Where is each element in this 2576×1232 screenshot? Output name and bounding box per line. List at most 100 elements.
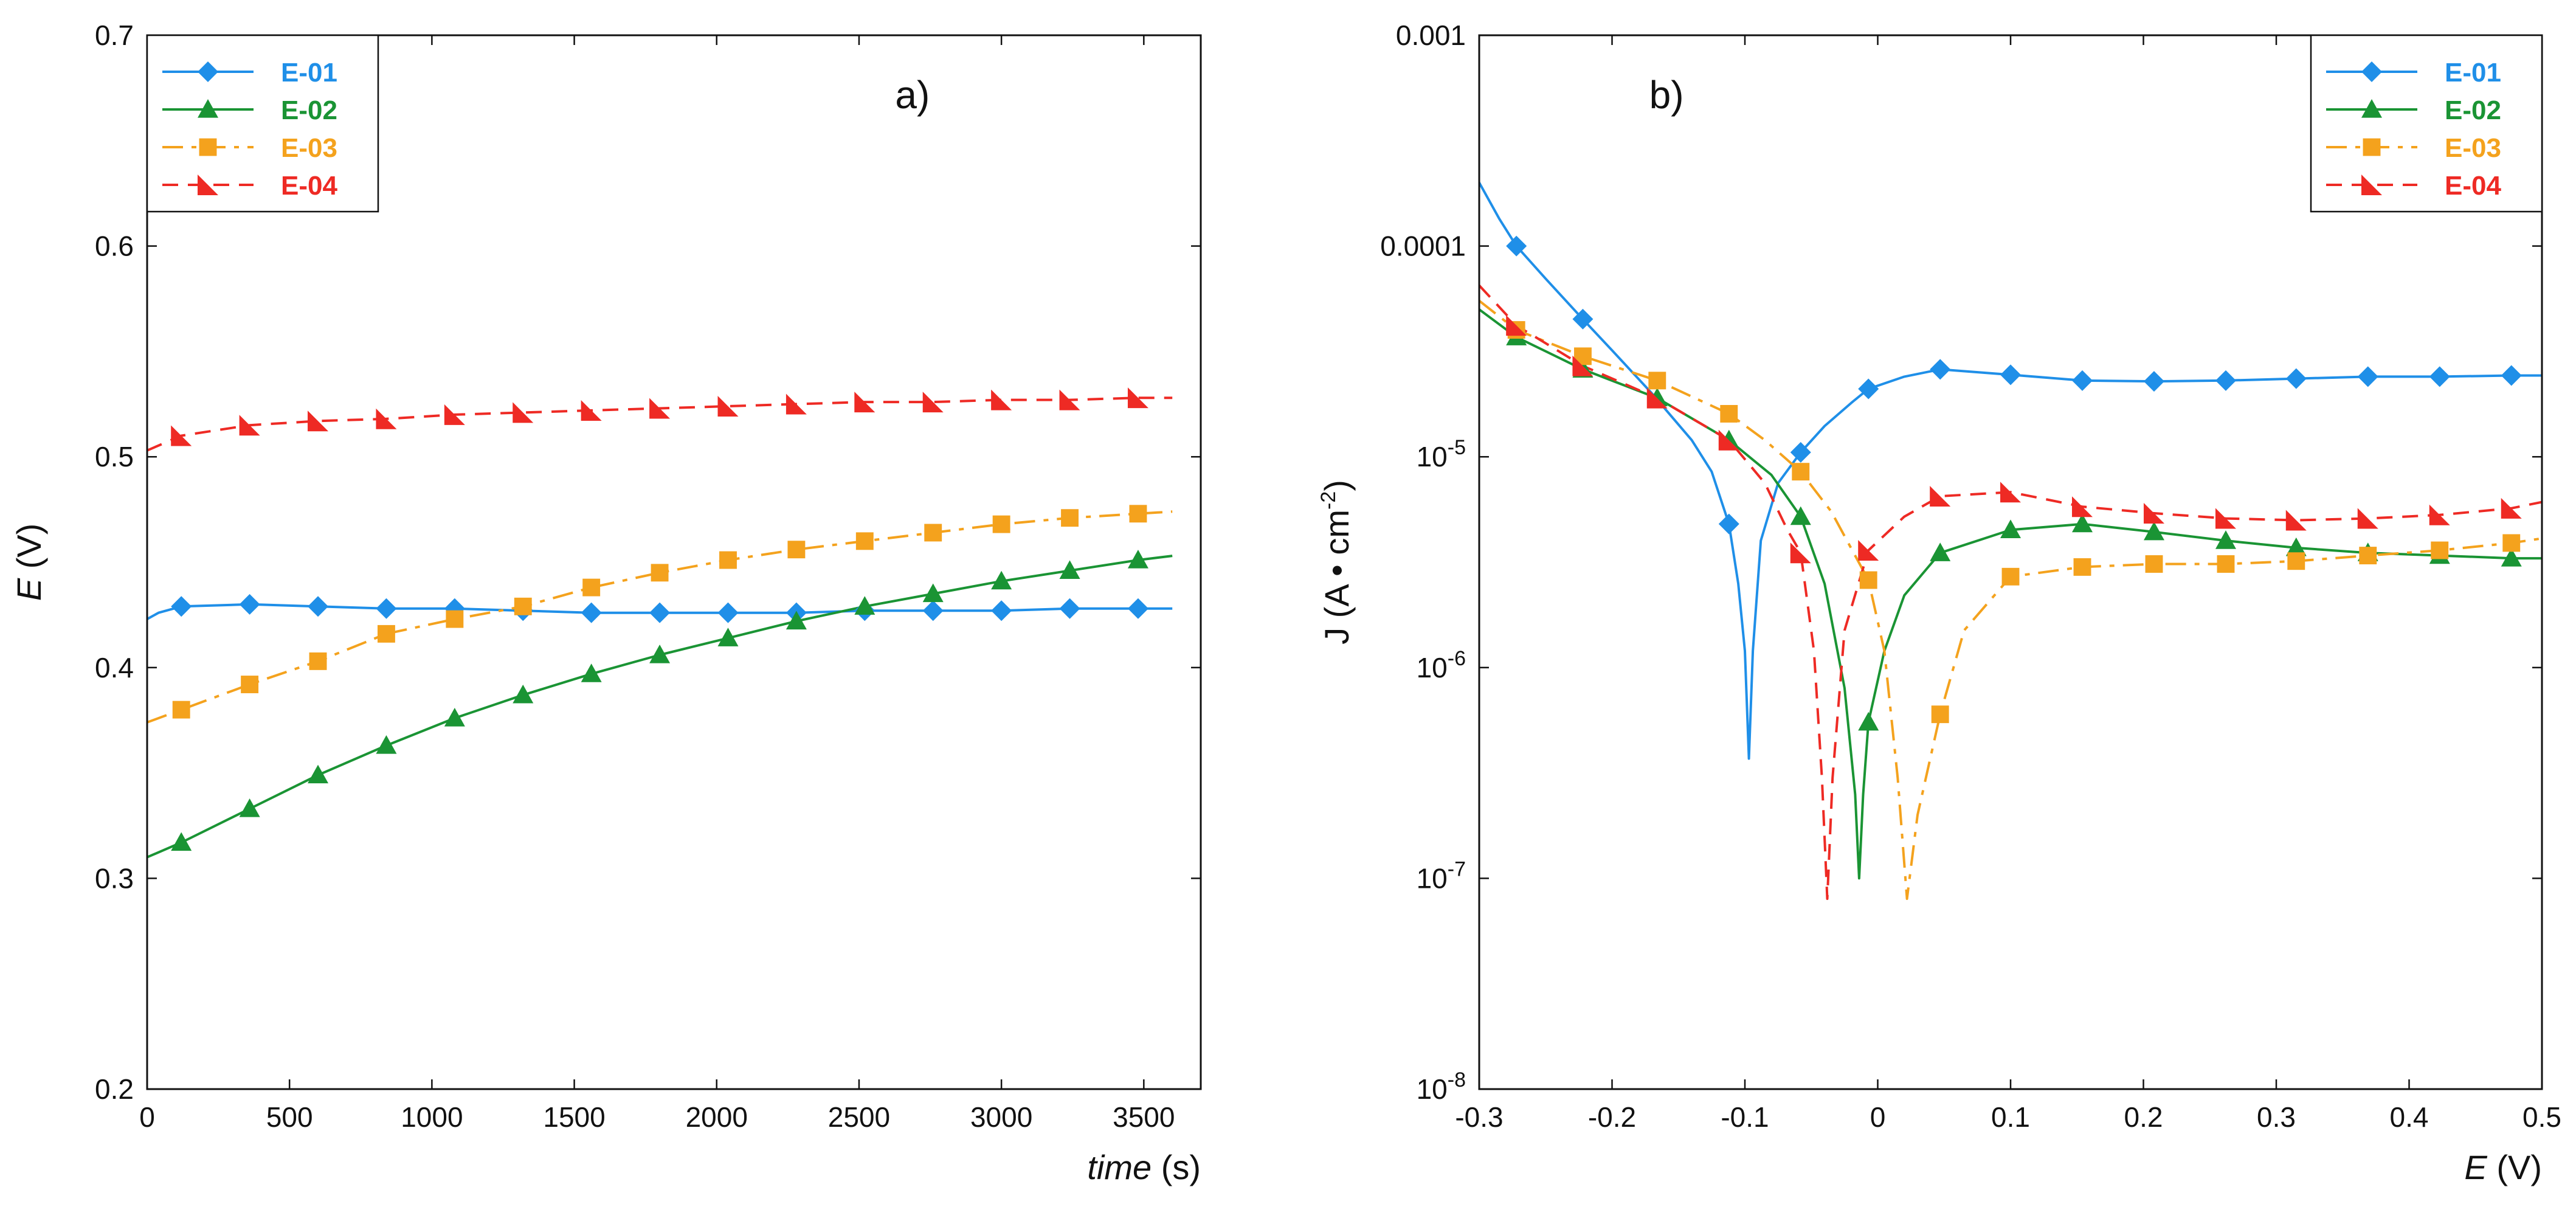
plot-frame	[1478, 34, 2543, 1090]
marker-e-03	[2217, 555, 2235, 573]
marker-e-04	[1790, 542, 1811, 564]
y-tick-label: 10-6	[1417, 647, 1466, 683]
marker-e-03	[2287, 552, 2305, 570]
marker-e-04	[171, 425, 192, 446]
marker-e-02	[2000, 519, 2021, 538]
x-tick-label: 2500	[828, 1101, 890, 1133]
x-tick-label: 500	[266, 1101, 313, 1133]
y-tick-label: 0.001	[1396, 19, 1466, 51]
y-axis-unit: (V)	[10, 524, 48, 569]
legend-label: E-02	[2445, 95, 2501, 125]
y-axis-variable: E	[10, 578, 48, 601]
marker-e-03	[1859, 571, 1877, 589]
marker-e-03	[2073, 558, 2091, 576]
y-tick-label: 10-5	[1417, 436, 1466, 472]
marker-e-04	[581, 400, 602, 421]
legend-box	[2310, 34, 2543, 213]
legend-box	[146, 34, 379, 213]
marker-e-02	[1790, 506, 1811, 525]
marker-e-04	[308, 410, 329, 432]
legend-marker	[198, 99, 218, 118]
y-tick-exponent: -7	[1448, 857, 1466, 881]
marker-e-03	[855, 532, 874, 550]
y-axis-title: E (V)	[10, 524, 48, 601]
marker-e-04	[2501, 497, 2522, 519]
marker-e-03	[651, 564, 669, 582]
legend-marker	[198, 175, 218, 195]
y-tick-base: 10	[1417, 862, 1448, 894]
x-tick-label: 3000	[970, 1101, 1032, 1133]
marker-e-03	[2502, 534, 2521, 552]
panel-b-polarization-curves: -0.3 -0.2 -0.1 0 0.1 0.2 0.3 0.4 0.510-810-710-6…	[1317, 19, 2561, 1186]
marker-e-03	[514, 597, 532, 615]
legend-label: E-01	[2445, 58, 2501, 88]
marker-e-02	[2285, 537, 2307, 556]
series-line-e-03	[147, 510, 1173, 724]
marker-e-04	[1718, 429, 1739, 451]
marker-e-03	[719, 551, 737, 569]
marker-e-01	[2501, 365, 2522, 386]
x-tick-label: -0.1	[1721, 1101, 1769, 1133]
legend-label: E-02	[281, 95, 337, 125]
marker-e-03	[446, 610, 464, 628]
marker-e-04	[786, 393, 807, 415]
x-axis-variable: E	[2464, 1148, 2487, 1186]
panel-label: b)	[1649, 73, 1684, 117]
marker-e-04	[2143, 502, 2164, 524]
x-tick-label: 0	[1870, 1101, 1886, 1133]
marker-e-04	[717, 396, 739, 417]
x-tick-label: -0.2	[1588, 1101, 1636, 1133]
marker-e-04	[2357, 508, 2378, 529]
x-tick-label: 0.5	[2522, 1101, 2561, 1133]
marker-e-02	[513, 684, 534, 704]
x-axis-unit: (s)	[1161, 1148, 1201, 1186]
marker-e-04	[2429, 504, 2450, 525]
y-tick-label: 0.0001	[1380, 230, 1466, 262]
legend-marker	[2361, 175, 2382, 195]
marker-e-02	[2071, 513, 2093, 533]
marker-e-02	[922, 583, 944, 603]
marker-e-01	[1059, 598, 1080, 619]
legend-marker	[2363, 138, 2381, 156]
y-tick-label: 0.7	[95, 19, 134, 51]
marker-e-04	[513, 402, 534, 423]
marker-e-02	[2501, 548, 2522, 567]
marker-e-01	[2429, 366, 2450, 387]
marker-e-04	[2071, 496, 2093, 517]
marker-e-03	[2431, 541, 2449, 559]
legend-marker	[198, 61, 218, 82]
marker-e-01	[1718, 513, 1739, 535]
legend-marker	[2361, 61, 2382, 82]
marker-e-03	[1720, 405, 1738, 423]
y-axis-title: J (A • cm-2)	[1317, 480, 1356, 645]
marker-e-01	[717, 602, 739, 623]
marker-e-02	[239, 798, 260, 817]
x-tick-label: 1000	[401, 1101, 463, 1133]
marker-e-01	[171, 596, 192, 617]
marker-e-01	[2071, 370, 2093, 391]
marker-e-03	[377, 625, 395, 643]
x-axis-title: E (V)	[2464, 1148, 2542, 1186]
marker-e-02	[376, 735, 397, 754]
x-tick-label: 0.1	[1991, 1101, 2030, 1133]
marker-e-01	[1930, 359, 1951, 380]
x-tick-label: 2000	[686, 1101, 748, 1133]
marker-e-02	[2143, 521, 2164, 541]
marker-e-03	[1129, 505, 1147, 523]
y-axis-label-main: J (A • cm	[1317, 510, 1356, 645]
x-axis-title: time (s)	[1087, 1148, 1201, 1186]
marker-e-02	[1127, 550, 1148, 569]
y-tick-label: 0.5	[95, 441, 134, 472]
marker-e-04	[2285, 510, 2307, 531]
marker-e-02	[444, 707, 465, 727]
series-line-e-01	[147, 603, 1173, 620]
marker-e-03	[2359, 547, 2377, 565]
x-tick-label: 1500	[543, 1101, 605, 1133]
y-tick-base: 10	[1417, 652, 1448, 683]
marker-e-03	[582, 578, 601, 597]
marker-e-02	[1930, 542, 1951, 561]
x-tick-label: 0	[139, 1101, 155, 1133]
marker-e-04	[1572, 355, 1594, 376]
x-tick-label: 3500	[1113, 1101, 1175, 1133]
